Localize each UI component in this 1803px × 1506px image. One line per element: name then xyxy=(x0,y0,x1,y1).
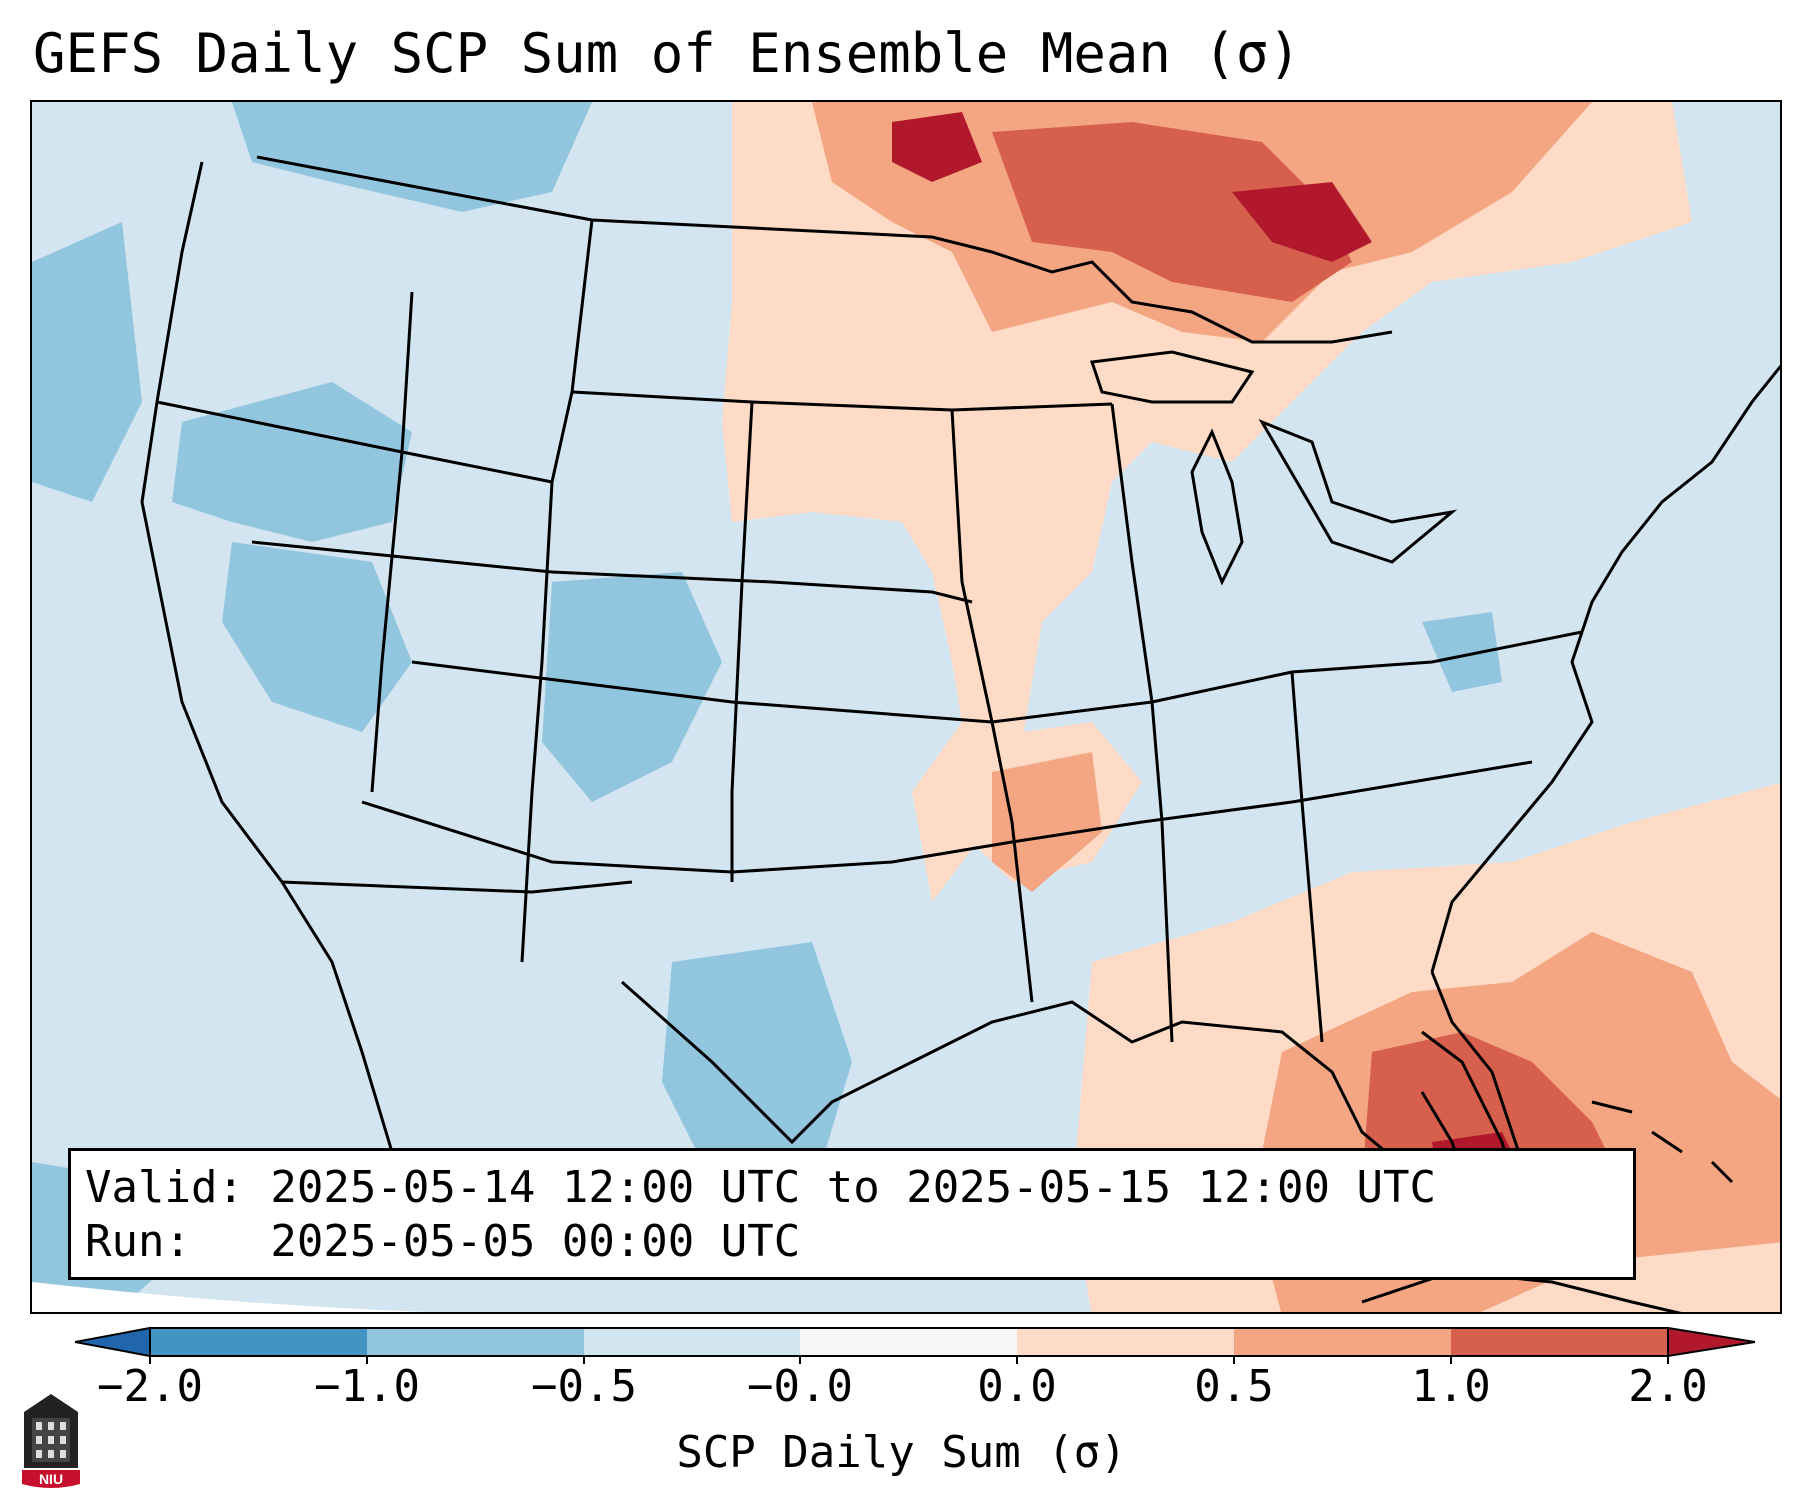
anomaly-area-lake-superior-extreme xyxy=(1232,182,1372,262)
map-title: GEFS Daily SCP Sum of Ensemble Mean (σ) xyxy=(33,22,1301,85)
colorbar xyxy=(75,1326,1755,1364)
colorbar-bin-5 xyxy=(1017,1328,1234,1356)
colorbar-bin-7 xyxy=(1451,1328,1668,1356)
colorbar-tick-label: −0.5 xyxy=(531,1361,637,1412)
colorbar-over-extend xyxy=(1667,1326,1755,1358)
anomaly-area-west-negative xyxy=(172,382,412,542)
anomaly-area-arkansas xyxy=(992,752,1102,892)
us-canada-border xyxy=(256,155,1393,344)
niu-logo-icon: NIU xyxy=(22,1394,80,1488)
valid-time-box: Valid: 2025-05-14 12:00 UTC to 2025-05-1… xyxy=(68,1148,1636,1280)
colorbar-tick-label: −0.0 xyxy=(747,1361,853,1412)
valid-line: Valid: 2025-05-14 12:00 UTC to 2025-05-1… xyxy=(85,1162,1437,1213)
colorbar-bin-3 xyxy=(584,1328,800,1356)
colorbar-bin-6 xyxy=(1234,1328,1451,1356)
lake-superior xyxy=(1089,350,1255,404)
cuba xyxy=(1361,1270,1682,1312)
map-panel xyxy=(30,100,1782,1314)
anomaly-area-pacific-negative xyxy=(32,222,142,502)
colorbar-under-extend xyxy=(75,1326,151,1358)
logo-text: NIU xyxy=(39,1471,63,1487)
anomaly-area-texas-negative xyxy=(662,942,852,1182)
lake-michigan xyxy=(1190,428,1244,586)
projection-edge xyxy=(32,1282,427,1312)
colorbar-bin-2 xyxy=(367,1328,584,1356)
colorbar-label: SCP Daily Sum (σ) xyxy=(676,1427,1127,1478)
colorbar-tick-label: 2.0 xyxy=(1628,1361,1708,1412)
colorbar-bin-1 xyxy=(150,1328,367,1356)
gulf-coast xyxy=(621,971,1524,1204)
scp-anomaly-map xyxy=(32,102,1780,1312)
anomaly-area-nevada-negative xyxy=(222,542,412,732)
anomaly-area-canada-negative xyxy=(232,102,592,212)
lake-erie-huron xyxy=(1258,418,1458,564)
bahamas xyxy=(1591,1100,1734,1184)
colorbar-bin-4 xyxy=(800,1328,1017,1356)
colorbar-tick-label: 0.0 xyxy=(977,1361,1057,1412)
anomaly-area-appalachian-negative xyxy=(1422,612,1502,692)
anomaly-area-plains-light xyxy=(722,102,1692,902)
state-lines xyxy=(156,219,1583,1043)
colorbar-tick-label: 0.5 xyxy=(1194,1361,1274,1412)
anomaly-area-colorado-negative xyxy=(542,572,722,802)
anomaly-area-north-strong xyxy=(992,122,1352,302)
colorbar-tick-label: −1.0 xyxy=(314,1361,420,1412)
anomaly-area-dakota-extreme xyxy=(892,112,982,182)
run-line: Run: 2025-05-05 00:00 UTC xyxy=(85,1216,801,1267)
west-coast xyxy=(140,161,414,1223)
colorbar-tick-label: 1.0 xyxy=(1411,1361,1491,1412)
colorbar-tick-label: −2.0 xyxy=(97,1361,203,1412)
